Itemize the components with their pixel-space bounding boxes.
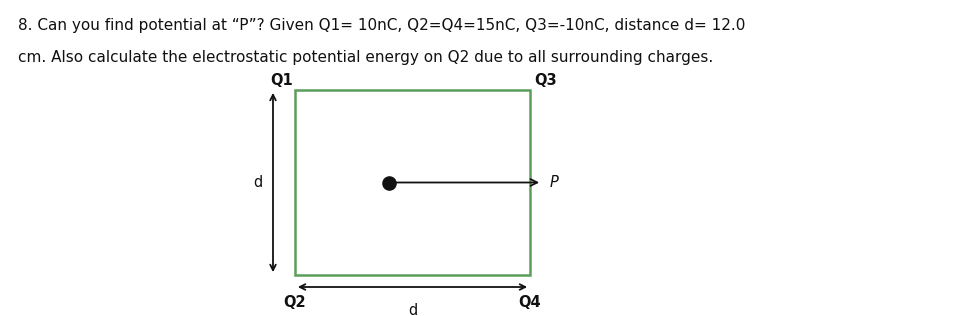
Text: 8. Can you find potential at “P”? Given Q1= 10nC, Q2=Q4=15nC, Q3=-10nC, distance: 8. Can you find potential at “P”? Given …: [18, 18, 745, 33]
Text: Q1: Q1: [271, 73, 293, 88]
Text: Q2: Q2: [284, 295, 306, 310]
Text: d: d: [253, 175, 263, 190]
Text: d: d: [408, 303, 418, 316]
Text: P: P: [550, 175, 559, 190]
Text: Q4: Q4: [518, 295, 541, 310]
Bar: [295, 90, 530, 275]
Point: [381, 180, 396, 185]
Text: Q3: Q3: [534, 73, 557, 88]
Text: cm. Also calculate the electrostatic potential energy on Q2 due to all surroundi: cm. Also calculate the electrostatic pot…: [18, 50, 713, 65]
